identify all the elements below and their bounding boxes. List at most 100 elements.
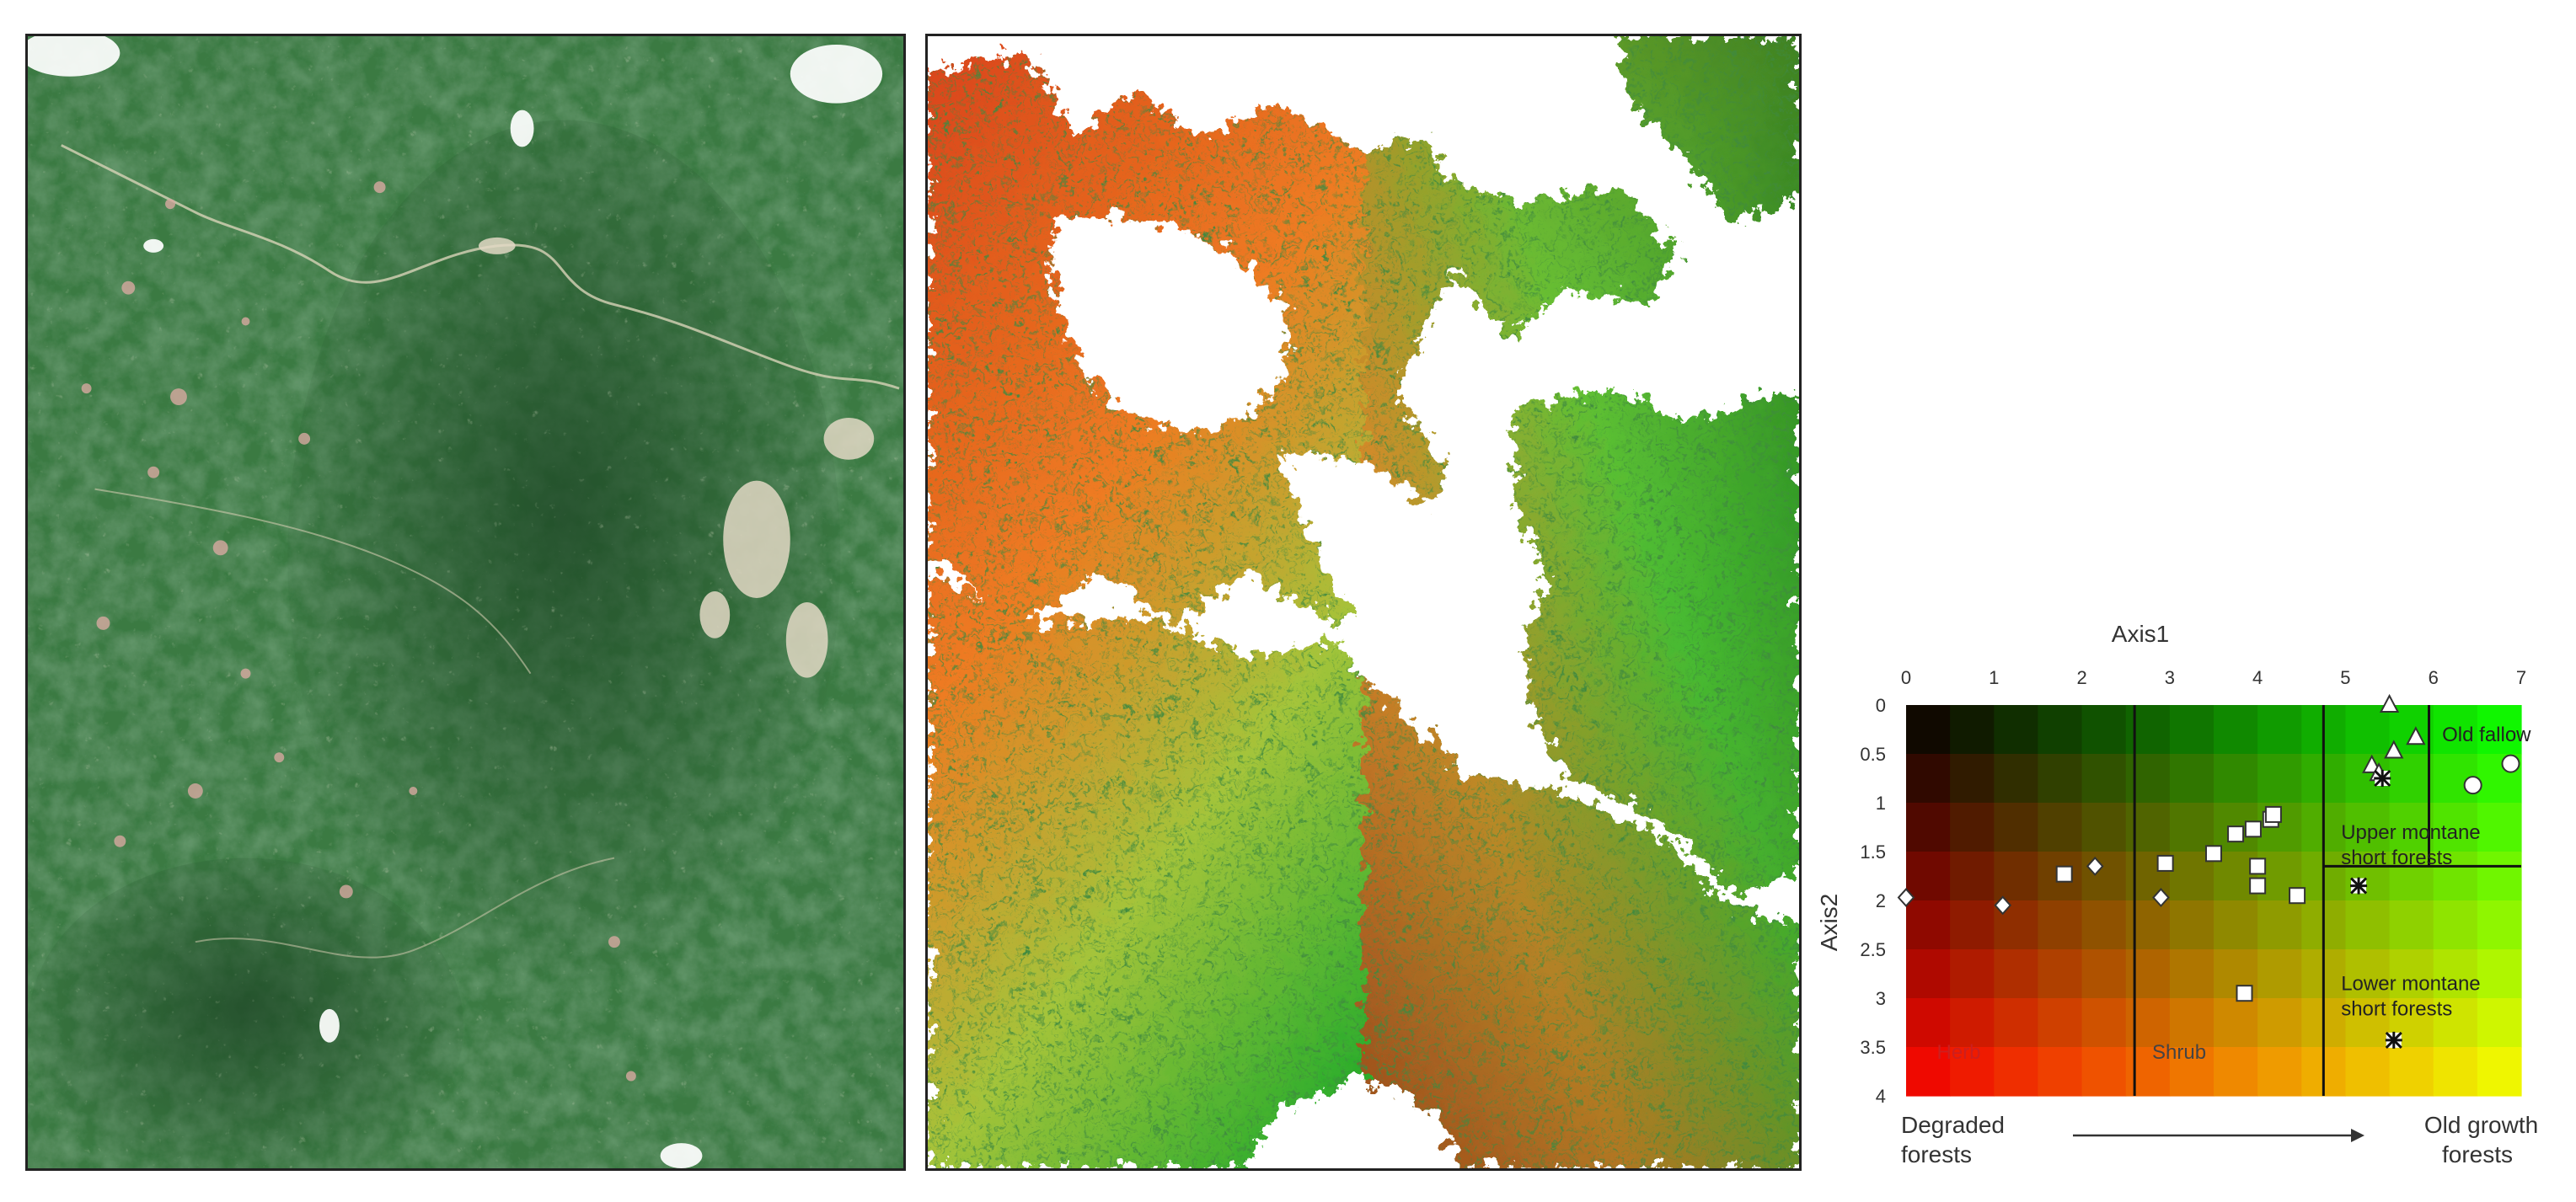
colour-cell: [1950, 900, 1995, 950]
colour-cell: [2081, 900, 2127, 950]
colour-cell: [2169, 900, 2215, 950]
colour-cell: [2433, 900, 2478, 950]
colour-cell: [1906, 803, 1951, 852]
colour-cell: [2257, 754, 2302, 804]
colour-cell: [2389, 852, 2434, 901]
point-diamond: [1994, 895, 2012, 916]
y-tick-label: 0.5: [1860, 744, 1886, 765]
colour-cell: [1906, 900, 1951, 950]
x-tick-label: 6: [2429, 667, 2439, 688]
colour-cell: [1994, 852, 2039, 901]
colour-cell: [2345, 949, 2391, 999]
x-axis-title: Axis1: [2112, 621, 2169, 647]
point-square: [2236, 985, 2253, 1002]
colour-cell: [2125, 803, 2171, 852]
point-triangle: [2406, 726, 2426, 745]
zone-label: Shrub: [2152, 1041, 2206, 1064]
colour-cell: [2038, 949, 2083, 999]
y-tick-label: 2: [1876, 890, 1886, 911]
colour-cell: [2433, 852, 2478, 901]
forest-state-map-panel: [925, 34, 1802, 1171]
colour-cell: [2345, 803, 2391, 852]
colour-cell: [2477, 852, 2522, 901]
colour-cell: [1994, 998, 2039, 1048]
point-square: [2289, 887, 2306, 905]
colour-cell: [2125, 1047, 2171, 1097]
colour-cell: [2433, 705, 2478, 755]
y-tick-label: 3.5: [1860, 1037, 1886, 1058]
degraded-label-line2: forests: [1901, 1141, 1972, 1167]
legend-chart-svg: Axis1 Axis2 0 1 2 3 4 5 6 7 0 0.5 1 1.5 2 2.5 3 3.5 4 H…: [1816, 621, 2545, 1167]
point-triangle: [2384, 740, 2404, 759]
colour-cell: [2038, 803, 2083, 852]
point-triangle: [2379, 693, 2400, 713]
point-diamond: [1897, 888, 1915, 908]
colour-cell: [1994, 705, 2039, 755]
x-tick-label: 7: [2516, 667, 2526, 688]
zone-label: Upper montane: [2341, 821, 2480, 844]
y-axis-title: Axis2: [1816, 894, 1842, 951]
colour-cell: [2257, 1047, 2302, 1097]
colour-cell: [2125, 900, 2171, 950]
satellite-image: [28, 36, 903, 1168]
colour-cell: [1906, 1047, 1951, 1097]
colour-cell: [2081, 949, 2127, 999]
forest-state-map: [928, 36, 1799, 1168]
colour-cell: [2389, 754, 2434, 804]
colour-cell: [2345, 1047, 2391, 1097]
old-growth-label-line1: Old growth: [2424, 1112, 2538, 1138]
colour-cell: [2038, 1047, 2083, 1097]
colour-cell: [2169, 1047, 2215, 1097]
colour-cell: [1950, 754, 1995, 804]
colour-cell: [1950, 852, 1995, 901]
axis-legend-chart: Axis1 Axis2 0 1 2 3 4 5 6 7 0 0.5 1 1.5 2 2.5 3 3.5 4 H…: [1812, 606, 2576, 1196]
colour-cell: [2433, 949, 2478, 999]
colour-cell: [2214, 705, 2258, 755]
colour-cell: [2433, 1047, 2478, 1097]
colour-cell: [2389, 1047, 2434, 1097]
colour-cell: [1994, 803, 2039, 852]
colour-cell: [2477, 998, 2522, 1048]
colour-cell: [1906, 852, 1951, 901]
point-circle: [2501, 754, 2520, 773]
x-tick-label: 3: [2165, 667, 2175, 688]
y-tick-label: 1: [1876, 793, 1886, 814]
y-tick-label: 3: [1876, 988, 1886, 1009]
old-growth-label-line2: forests: [2442, 1141, 2513, 1167]
colour-cell: [1950, 998, 1995, 1048]
x-tick-label: 5: [2340, 667, 2350, 688]
y-tick-label: 4: [1876, 1086, 1886, 1107]
point-circle: [2463, 776, 2482, 795]
colour-cell: [1994, 754, 2039, 804]
point-asterisk: [2385, 1031, 2402, 1049]
x-tick-label: 2: [2076, 667, 2086, 688]
y-tick-labels: 0 0.5 1 1.5 2 2.5 3 3.5 4: [1860, 695, 1886, 1107]
colour-cell: [2125, 754, 2171, 804]
zone-labels: Herb Shrub Old fallow Upper montane short fo…: [1937, 724, 2532, 1064]
colour-cell: [1950, 1047, 1995, 1097]
colour-cell: [2081, 852, 2127, 901]
colour-cell: [1906, 998, 1951, 1048]
x-tick-labels: 0 1 2 3 4 5 6 7: [1901, 667, 2526, 688]
colour-cell: [2038, 900, 2083, 950]
colour-cell: [1906, 754, 1951, 804]
colour-cell: [2389, 803, 2434, 852]
colour-cell: [2345, 900, 2391, 950]
colour-cell: [2125, 998, 2171, 1048]
colour-cell: [2345, 705, 2391, 755]
colour-cell: [2433, 998, 2478, 1048]
colour-cell: [1994, 949, 2039, 999]
colour-cell: [2477, 705, 2522, 755]
colour-cell: [2169, 998, 2215, 1048]
degraded-forests-label: Degraded forests: [1901, 1112, 2011, 1167]
colour-cell: [2257, 998, 2302, 1048]
colour-cell: [2081, 754, 2127, 804]
gradient-arrow: [2073, 1129, 2364, 1142]
colour-cell: [1994, 1047, 2039, 1097]
zone-label: Old fallow: [2442, 724, 2531, 746]
colour-cell: [2214, 900, 2258, 950]
point-square: [2055, 865, 2073, 883]
zone-label: Lower montane: [2341, 973, 2480, 996]
colour-cell: [2477, 949, 2522, 999]
old-growth-forests-label: Old growth forests: [2424, 1112, 2545, 1167]
